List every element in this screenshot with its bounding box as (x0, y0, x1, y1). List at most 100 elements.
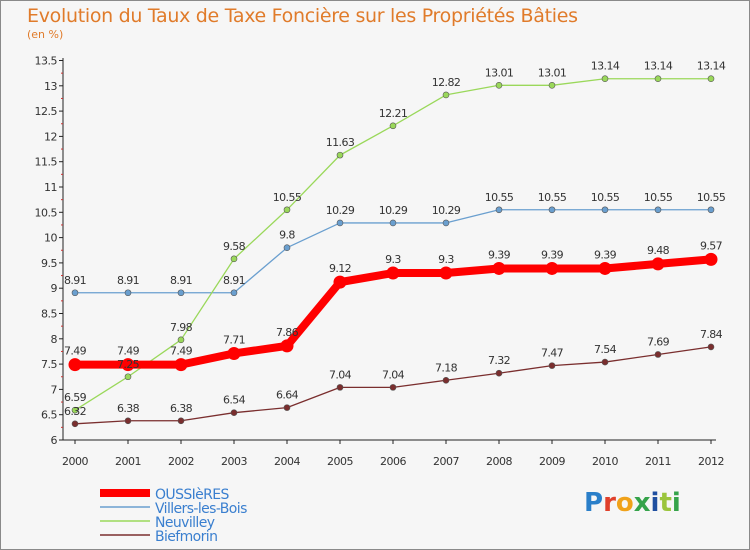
plot-area (63, 58, 716, 440)
series-point-1 (601, 206, 609, 214)
data-label: 10.55 (591, 191, 620, 204)
series-point-0 (68, 358, 82, 372)
data-label: 9.39 (541, 248, 564, 261)
series-point-1 (495, 206, 503, 214)
series-point-2 (71, 406, 79, 414)
series-point-2 (495, 81, 503, 89)
chart-title: Evolution du Taux de Taxe Foncière sur l… (27, 5, 578, 27)
data-label: 7.04 (382, 368, 405, 381)
y-tick-label: 13 (44, 80, 57, 93)
x-tick-label: 2008 (486, 455, 512, 468)
data-label: 6.59 (64, 391, 87, 404)
data-label: 8.91 (223, 274, 245, 287)
series-point-1 (283, 244, 291, 252)
series-point-0 (121, 358, 135, 372)
series-point-1 (389, 219, 397, 227)
x-tick-label: 2000 (62, 455, 88, 468)
logo-letter: t (659, 488, 672, 518)
series-point-2 (177, 336, 185, 344)
data-label: 9.3 (385, 253, 401, 266)
series-point-3 (389, 384, 397, 391)
legend-label: Neuvilley (155, 515, 215, 531)
series-point-0 (651, 257, 665, 271)
unit-label: (en %) (27, 28, 64, 41)
data-label: 10.55 (697, 191, 726, 204)
data-label: 7.49 (117, 345, 140, 358)
series-point-3 (442, 376, 450, 384)
x-tick-label: 2010 (592, 455, 618, 468)
data-label: 13.14 (591, 60, 620, 73)
series-point-3 (230, 409, 238, 416)
y-tick-label: 8 (51, 333, 58, 346)
x-tick-label: 2011 (645, 455, 671, 468)
series-point-2 (548, 81, 556, 89)
series-point-2 (601, 75, 609, 83)
data-label: 7.18 (435, 361, 458, 374)
data-label: 9.8 (279, 229, 295, 242)
data-label: 6.38 (117, 402, 140, 415)
data-label: 11.63 (326, 136, 355, 149)
data-label: 8.91 (117, 274, 139, 287)
logo-letter: x (633, 488, 651, 518)
y-tick-label: 7.5 (41, 358, 57, 371)
data-label: 6.64 (276, 389, 299, 402)
x-tick-label: 2004 (274, 455, 300, 468)
series-point-0 (704, 252, 718, 266)
series-point-0 (174, 358, 188, 372)
x-tick-label: 2003 (221, 455, 247, 468)
legend-label: Biefmorin (155, 529, 217, 545)
logo-letter: P (584, 488, 604, 518)
data-label: 9.39 (594, 248, 617, 261)
y-tick-label: 12 (44, 130, 57, 143)
data-label: 9.57 (700, 239, 723, 252)
series-point-0 (280, 339, 294, 353)
data-label: 6.38 (170, 402, 193, 415)
series-point-0 (598, 261, 612, 275)
series-point-1 (177, 289, 185, 297)
data-label: 9.58 (223, 240, 246, 253)
y-tick-label: 11 (44, 181, 57, 194)
y-tick-label: 8.5 (41, 308, 57, 321)
data-label: 6.32 (64, 405, 86, 418)
y-tick-label: 11.5 (35, 156, 58, 169)
data-label: 8.91 (170, 274, 192, 287)
series-point-3 (177, 417, 185, 425)
series-point-3 (71, 420, 79, 428)
data-label: 7.49 (64, 345, 87, 358)
series-point-2 (283, 206, 291, 214)
data-label: 7.71 (223, 333, 245, 346)
data-label: 9.3 (438, 253, 454, 266)
series-point-3 (495, 369, 503, 377)
data-label: 10.55 (644, 191, 673, 204)
data-label: 10.29 (432, 204, 461, 217)
data-label: 9.48 (647, 244, 670, 257)
data-label: 13.01 (538, 66, 567, 79)
series-point-2 (707, 75, 715, 83)
data-label: 7.25 (117, 358, 140, 371)
y-tick-label: 10 (44, 232, 57, 245)
data-label: 7.98 (170, 321, 193, 334)
y-tick-label: 12.5 (35, 105, 58, 118)
series-point-3 (124, 417, 132, 425)
series-point-0 (227, 346, 241, 360)
series-point-1 (442, 219, 450, 227)
series-point-3 (601, 358, 609, 366)
series-point-3 (707, 343, 715, 351)
data-label: 12.21 (379, 107, 408, 120)
data-label: 10.55 (273, 191, 302, 204)
data-label: 10.29 (379, 204, 408, 217)
data-label: 13.14 (697, 60, 726, 73)
x-tick-label: 2005 (327, 455, 353, 468)
x-tick-label: 2009 (539, 455, 565, 468)
y-tick-label: 6 (51, 434, 58, 447)
data-label: 9.39 (488, 248, 511, 261)
data-label: 6.54 (223, 394, 246, 407)
data-label: 13.14 (644, 60, 673, 73)
series-point-3 (548, 362, 556, 369)
series-point-1 (707, 206, 715, 214)
series-point-2 (336, 151, 344, 159)
legend-label: OUSSIèRES (155, 487, 230, 503)
data-label: 7.69 (647, 335, 670, 348)
x-tick-label: 2001 (115, 455, 141, 468)
